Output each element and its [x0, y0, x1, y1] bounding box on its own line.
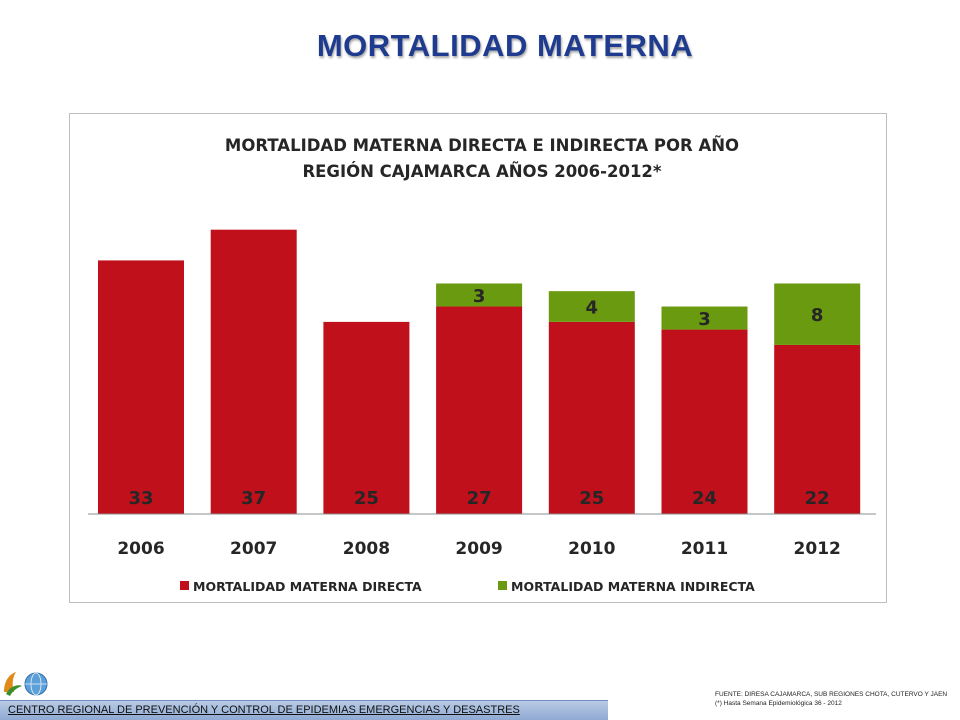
bar-direct-2011: [661, 329, 748, 514]
x-tick-label-2011: 2011: [681, 539, 728, 559]
data-label-indirect-2012: 8: [811, 305, 824, 326]
bar-chart: MORTALIDAD MATERNA DIRECTA E INDIRECTA P…: [88, 136, 876, 594]
data-label-direct-2009: 27: [467, 488, 492, 509]
bar-direct-2008: [323, 321, 410, 514]
bar-indirect-2011: [661, 306, 748, 330]
bar-indirect-2010: [548, 291, 635, 322]
source-note: FUENTE: DIRESA CAJAMARCA, SUB REGIONES C…: [715, 690, 955, 708]
x-tick-label-2006: 2006: [117, 539, 164, 559]
bar-direct-2012: [774, 344, 861, 514]
chart-title-line2: REGIÓN CAJAMARCA AÑOS 2006-2012*: [302, 162, 661, 181]
x-tick-labels: 2006 2007 2008 2009 2010 2011 2012: [117, 539, 841, 559]
data-label-indirect-2010: 4: [586, 298, 599, 319]
x-tick-label-2009: 2009: [455, 539, 502, 559]
data-label-direct-2007: 37: [241, 488, 266, 509]
data-label-direct-2006: 33: [128, 488, 153, 509]
globe-logo-icon: [24, 672, 48, 696]
logo: [0, 662, 52, 700]
slide-title: MORTALIDAD MATERNA: [316, 28, 694, 63]
data-label-direct-2011: 24: [692, 488, 717, 509]
x-tick-label-2012: 2012: [794, 539, 841, 559]
bar-direct-2010: [548, 321, 635, 514]
x-tick-label-2008: 2008: [343, 539, 390, 559]
bar-indirect-2012: [774, 283, 861, 345]
bars-group: 33 37 25 27 3 25 4 24 3 22 8: [98, 229, 861, 514]
footer-bar: CENTRO REGIONAL DE PREVENCIÓN Y CONTROL …: [0, 700, 608, 720]
footer-text: CENTRO REGIONAL DE PREVENCIÓN Y CONTROL …: [8, 704, 520, 716]
x-tick-label-2010: 2010: [568, 539, 615, 559]
bar-direct-2007: [210, 229, 297, 514]
source-line-1: FUENTE: DIRESA CAJAMARCA, SUB REGIONES C…: [715, 691, 948, 698]
data-label-direct-2008: 25: [354, 488, 379, 509]
bar-direct-2006: [98, 260, 184, 514]
x-tick-label-2007: 2007: [230, 539, 277, 559]
legend-label-2: MORTALIDAD MATERNA INDIRECTA: [511, 579, 755, 594]
data-label-indirect-2011: 3: [698, 309, 711, 330]
data-label-direct-2010: 25: [579, 488, 604, 509]
data-label-direct-2012: 22: [805, 488, 830, 509]
chart-title-line1: MORTALIDAD MATERNA DIRECTA E INDIRECTA P…: [225, 136, 739, 155]
data-label-indirect-2009: 3: [473, 286, 486, 307]
source-line-2: (*) Hasta Semana Epidemiológica 36 - 201…: [715, 700, 842, 707]
legend-label-1: MORTALIDAD MATERNA DIRECTA: [193, 579, 422, 594]
legend-swatch-1: [180, 581, 189, 590]
bar-direct-2009: [436, 306, 523, 514]
chart-frame: MORTALIDAD MATERNA DIRECTA E INDIRECTA P…: [69, 113, 887, 603]
legend: MORTALIDAD MATERNA DIRECTA MORTALIDAD MAT…: [180, 579, 755, 594]
bar-indirect-2009: [436, 283, 523, 307]
legend-swatch-2: [498, 581, 507, 590]
leaf-logo-icon: [4, 672, 22, 696]
